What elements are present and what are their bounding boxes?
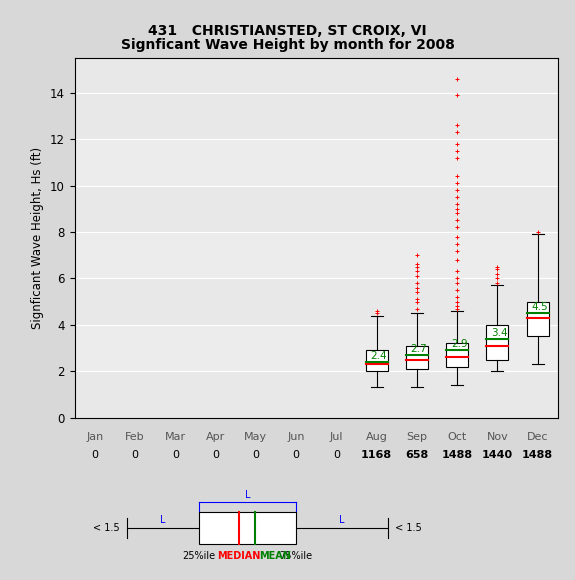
Text: May: May bbox=[244, 432, 267, 442]
Bar bbox=[75, 139, 558, 186]
Text: 4.5: 4.5 bbox=[531, 302, 548, 312]
Text: L: L bbox=[244, 490, 250, 500]
Text: Signficant Wave Height by month for 2008: Signficant Wave Height by month for 2008 bbox=[121, 38, 454, 52]
Text: Dec: Dec bbox=[527, 432, 549, 442]
Text: 2.7: 2.7 bbox=[411, 344, 427, 354]
Text: Jul: Jul bbox=[329, 432, 343, 442]
Text: 1440: 1440 bbox=[482, 450, 513, 459]
Text: 1168: 1168 bbox=[361, 450, 392, 459]
Text: Jun: Jun bbox=[288, 432, 305, 442]
Text: 25%ile: 25%ile bbox=[182, 550, 216, 560]
Text: Sep: Sep bbox=[407, 432, 427, 442]
Text: 0: 0 bbox=[172, 450, 179, 459]
Text: Apr: Apr bbox=[206, 432, 225, 442]
Text: 0: 0 bbox=[91, 450, 98, 459]
Text: 1488: 1488 bbox=[522, 450, 553, 459]
Text: Oct: Oct bbox=[447, 432, 467, 442]
Bar bbox=[366, 350, 388, 371]
Text: L: L bbox=[339, 514, 344, 524]
Text: Mar: Mar bbox=[165, 432, 186, 442]
Text: 0: 0 bbox=[293, 450, 300, 459]
Bar bbox=[75, 232, 558, 278]
Text: 2.4: 2.4 bbox=[370, 351, 387, 361]
Bar bbox=[406, 346, 428, 369]
Text: 75%ile: 75%ile bbox=[279, 550, 312, 560]
Text: 658: 658 bbox=[405, 450, 428, 459]
Text: 0: 0 bbox=[252, 450, 259, 459]
Text: Feb: Feb bbox=[125, 432, 145, 442]
Text: 0: 0 bbox=[212, 450, 219, 459]
Bar bbox=[446, 343, 468, 367]
Text: MEDIAN: MEDIAN bbox=[217, 550, 261, 560]
Text: 0: 0 bbox=[132, 450, 139, 459]
Text: 1488: 1488 bbox=[442, 450, 473, 459]
Text: < 1.5: < 1.5 bbox=[392, 523, 425, 533]
Bar bbox=[486, 325, 508, 360]
Text: 2.9: 2.9 bbox=[451, 339, 467, 349]
Text: 3.4: 3.4 bbox=[491, 328, 508, 338]
Y-axis label: Signficant Wave Height, Hs (ft): Signficant Wave Height, Hs (ft) bbox=[32, 147, 44, 329]
Text: < 1.5: < 1.5 bbox=[93, 523, 122, 533]
Text: 0: 0 bbox=[333, 450, 340, 459]
Text: Nov: Nov bbox=[486, 432, 508, 442]
Bar bbox=[75, 325, 558, 371]
Bar bbox=[199, 512, 296, 544]
Text: Jan: Jan bbox=[86, 432, 104, 442]
Text: MEAN: MEAN bbox=[259, 550, 291, 560]
Text: L: L bbox=[160, 514, 166, 524]
Bar bbox=[527, 302, 549, 336]
Text: Aug: Aug bbox=[366, 432, 388, 442]
Text: 431   CHRISTIANSTED, ST CROIX, VI: 431 CHRISTIANSTED, ST CROIX, VI bbox=[148, 24, 427, 38]
